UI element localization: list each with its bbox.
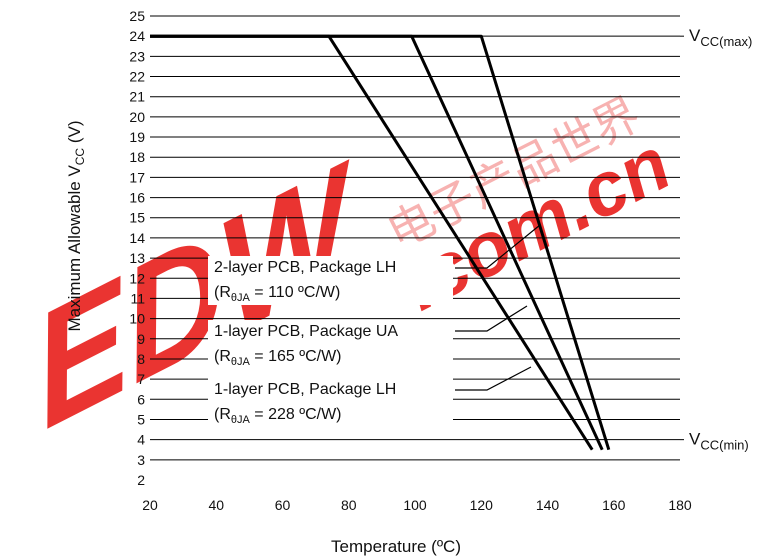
series-label-post: = 110 ºC/W) — [250, 284, 340, 301]
y-tick-label: 6 — [137, 391, 145, 407]
reference-label: VCC(min) — [689, 430, 749, 453]
series-label-sub: θJA — [231, 414, 251, 426]
series-label-bg — [208, 378, 453, 427]
y-tick-label: 25 — [129, 8, 145, 24]
y-axis-title-sub: CC — [73, 148, 87, 166]
series-label-line2: (RθJA = 110 ºC/W) — [214, 284, 340, 304]
y-tick-label: 16 — [129, 190, 145, 206]
x-tick-label: 120 — [470, 497, 494, 513]
x-axis-title: Temperature (ºC) — [331, 537, 461, 556]
series-label-sub: θJA — [231, 356, 251, 368]
y-axis-title: Maximum Allowable VCC (V) — [65, 120, 87, 331]
series-label-line1: 1-layer PCB, Package UA — [214, 323, 398, 340]
series-leader-line — [455, 305, 528, 332]
reference-label: VCC(max) — [689, 26, 752, 49]
x-tick-label: 80 — [341, 497, 357, 513]
reference-label-main: V — [689, 430, 701, 449]
x-tick-labels: 20 40 60 80 100 120 140 160 180 — [142, 497, 692, 513]
y-tick-label: 11 — [130, 290, 145, 306]
y-tick-label: 14 — [129, 230, 145, 246]
y-tick-label: 9 — [137, 331, 145, 347]
series-label-pre: (R — [214, 406, 231, 423]
y-tick-label: 22 — [129, 69, 145, 85]
series-label-post: = 165 ºC/W) — [250, 348, 342, 365]
reference-label-sub: CC(max) — [700, 34, 752, 49]
y-tick-label: 21 — [129, 89, 145, 105]
series-curves — [150, 34, 611, 451]
y-tick-label: 10 — [129, 311, 145, 327]
reference-label-sub: CC(min) — [700, 438, 748, 453]
y-tick-label: 5 — [137, 411, 145, 427]
series-leader-line — [455, 224, 541, 269]
y-tick-label: 13 — [129, 250, 145, 266]
series-label-line2: (RθJA = 228 ºC/W) — [214, 406, 342, 426]
x-tick-label: 60 — [275, 497, 291, 513]
y-tick-label: 19 — [129, 129, 145, 145]
series-label-line1: 1-layer PCB, Package LH — [214, 381, 396, 398]
x-tick-label: 40 — [208, 497, 224, 513]
x-tick-label: 140 — [536, 497, 560, 513]
y-tick-label: 8 — [137, 351, 145, 367]
series-leader-line — [455, 366, 532, 391]
y-tick-label: 4 — [137, 432, 145, 448]
series-label-sub: θJA — [231, 292, 251, 304]
y-tick-label: 17 — [129, 169, 145, 185]
x-tick-label: 100 — [403, 497, 427, 513]
series-labels: 2-layer PCB, Package LH(RθJA = 110 ºC/W)… — [208, 224, 541, 427]
y-axis-title-tail: (V) — [65, 120, 84, 147]
series-label-pre: (R — [214, 348, 231, 365]
y-tick-label: 3 — [137, 452, 145, 468]
y-tick-label: 2 — [137, 472, 145, 488]
reference-label-main: V — [689, 26, 701, 45]
y-tick-label: 15 — [129, 210, 145, 226]
x-tick-label: 20 — [142, 497, 158, 513]
y-tick-label: 18 — [129, 149, 145, 165]
x-tick-label: 180 — [668, 497, 692, 513]
y-tick-label: 20 — [129, 109, 145, 125]
y-tick-label: 24 — [129, 28, 145, 44]
series-label-bg — [208, 320, 453, 369]
y-tick-label: 23 — [129, 48, 145, 64]
reference-lines: VCC(max)VCC(min) — [680, 26, 752, 453]
series-label-line2: (RθJA = 165 ºC/W) — [214, 348, 342, 368]
series-label-pre: (R — [214, 284, 231, 301]
series-line — [150, 34, 594, 451]
y-axis-title-main: Maximum Allowable V — [65, 165, 84, 332]
y-tick-label: 7 — [137, 371, 145, 387]
series-label-line1: 2-layer PCB, Package LH — [214, 259, 396, 276]
series-label-bg — [208, 256, 453, 305]
series-label-post: = 228 ºC/W) — [250, 406, 342, 423]
x-tick-label: 160 — [602, 497, 626, 513]
y-tick-label: 12 — [129, 270, 145, 286]
